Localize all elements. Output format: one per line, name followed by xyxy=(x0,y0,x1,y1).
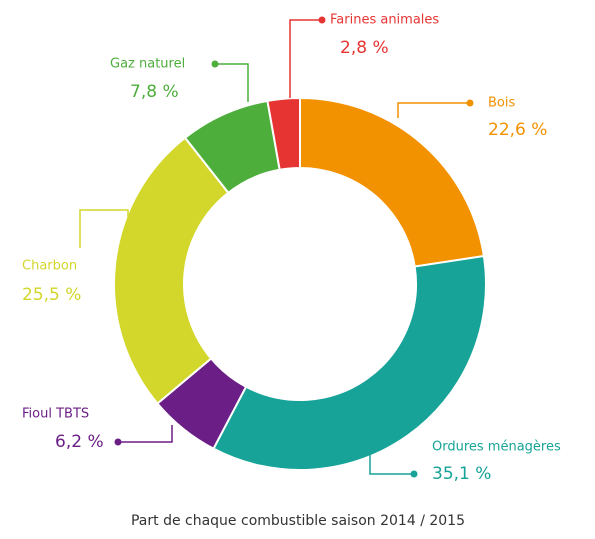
slice-name: Charbon xyxy=(22,259,77,274)
connector-dot xyxy=(211,60,219,68)
slice-name: Bois xyxy=(488,96,515,111)
connector xyxy=(79,209,129,248)
donut-slice xyxy=(212,254,487,471)
chart-title: Part de chaque combustible saison 2014 /… xyxy=(131,513,465,529)
slice-name: Gaz naturel xyxy=(110,57,185,72)
connector xyxy=(397,102,470,118)
connector xyxy=(215,63,249,102)
connector-dot xyxy=(410,470,418,478)
donut-slice xyxy=(266,96,301,171)
slice-name: Fioul TBTS xyxy=(22,407,89,422)
connector xyxy=(369,455,414,475)
slice-value: 6,2 % xyxy=(55,432,104,452)
slice-name: Farines animales xyxy=(330,13,439,28)
donut-slice xyxy=(299,96,486,268)
connector xyxy=(289,19,322,98)
slice-value: 2,8 % xyxy=(340,38,389,58)
connector-dot xyxy=(318,16,326,24)
slice-value: 7,8 % xyxy=(130,82,179,102)
slice-value: 22,6 % xyxy=(488,120,547,140)
connector-dot xyxy=(466,99,474,107)
connector xyxy=(118,425,173,443)
slice-value: 35,1 % xyxy=(432,464,491,484)
donut-slice xyxy=(113,136,230,405)
connector-dot xyxy=(114,438,122,446)
slice-value: 25,5 % xyxy=(22,285,81,305)
slice-name: Ordures ménagères xyxy=(432,440,561,455)
